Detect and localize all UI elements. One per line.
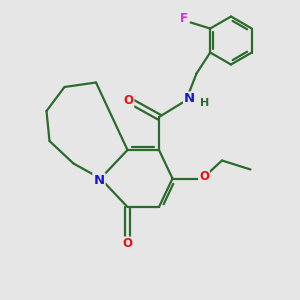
Text: O: O: [122, 237, 133, 250]
Text: N: N: [93, 173, 105, 187]
Text: F: F: [180, 12, 188, 26]
Text: N: N: [184, 92, 195, 106]
Text: O: O: [123, 94, 134, 107]
Text: O: O: [199, 170, 209, 184]
Text: H: H: [200, 98, 209, 108]
